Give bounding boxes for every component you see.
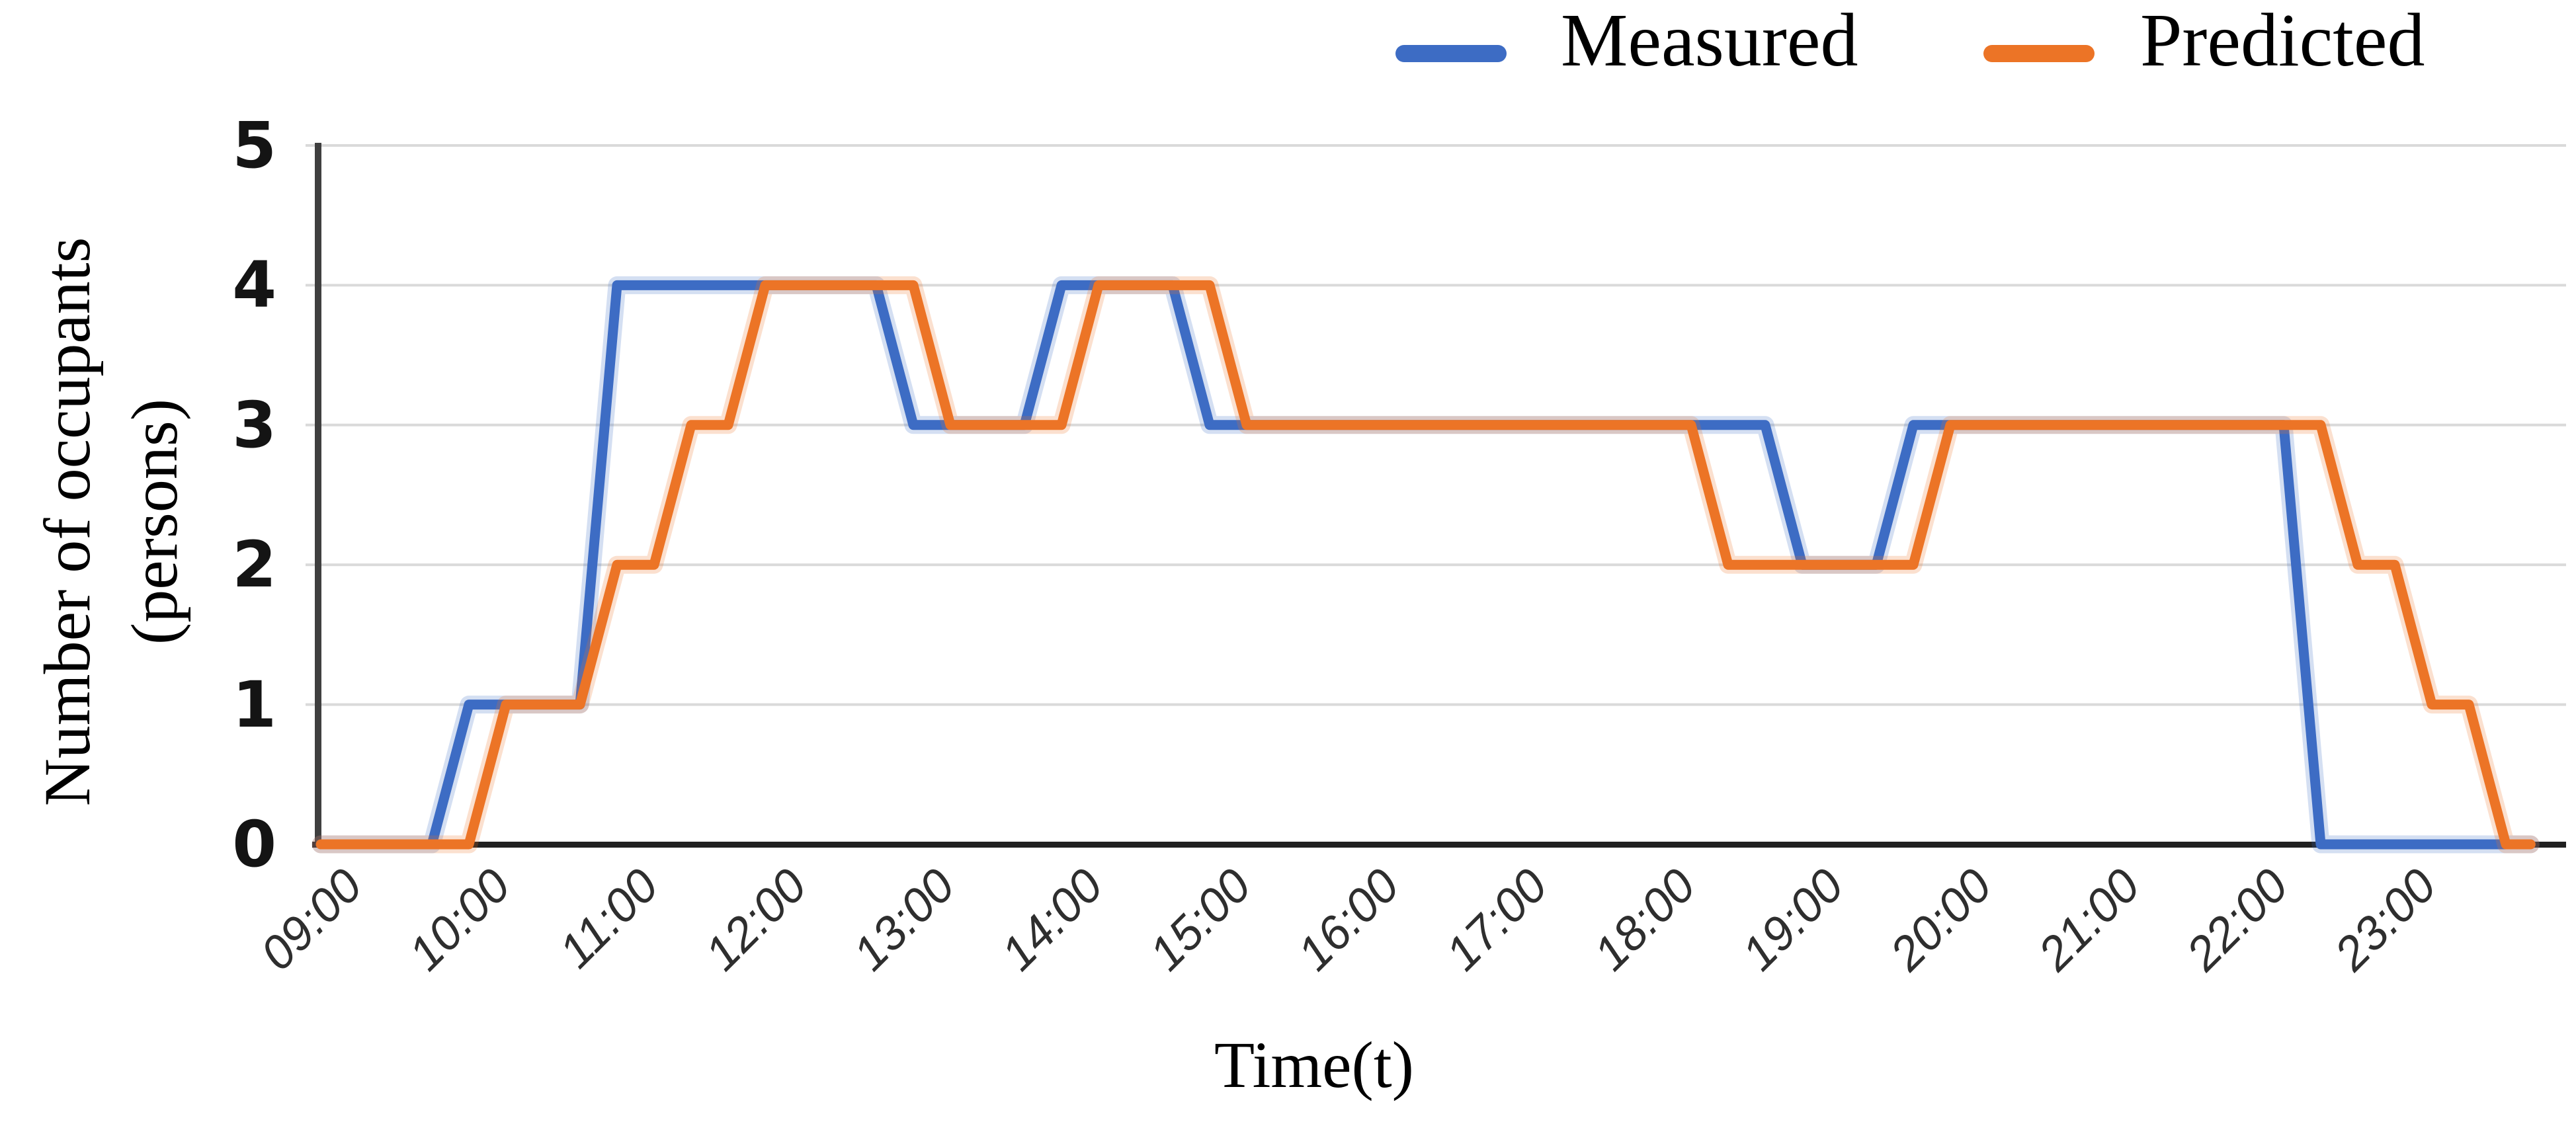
- axes: [312, 143, 2566, 848]
- y-axis-line: [315, 143, 321, 847]
- series-lines: [312, 276, 2540, 854]
- x-axis-line: [312, 842, 2566, 848]
- legend-swatch-predicted: [1983, 45, 2095, 62]
- x-axis-title: Time(t): [1214, 1028, 1414, 1102]
- y-tick-label: 3: [232, 387, 276, 462]
- legend-label-measured: Measured: [1561, 0, 1858, 82]
- y-tick-label: 4: [232, 248, 276, 323]
- y-tick-label: 1: [232, 667, 276, 742]
- series-line-predicted: [315, 280, 2536, 850]
- y-tick-label: 5: [232, 108, 276, 182]
- y-axis-title-line1: Number of occupants: [30, 237, 104, 807]
- y-tick-label: 0: [232, 807, 276, 881]
- y-axis-title-line2: (persons): [118, 398, 191, 645]
- legend-label-predicted: Predicted: [2140, 0, 2425, 82]
- y-tick-label: 2: [232, 528, 276, 602]
- legend-swatch-measured: [1395, 45, 1507, 62]
- y-axis-title: Number of occupants (persons): [24, 125, 198, 918]
